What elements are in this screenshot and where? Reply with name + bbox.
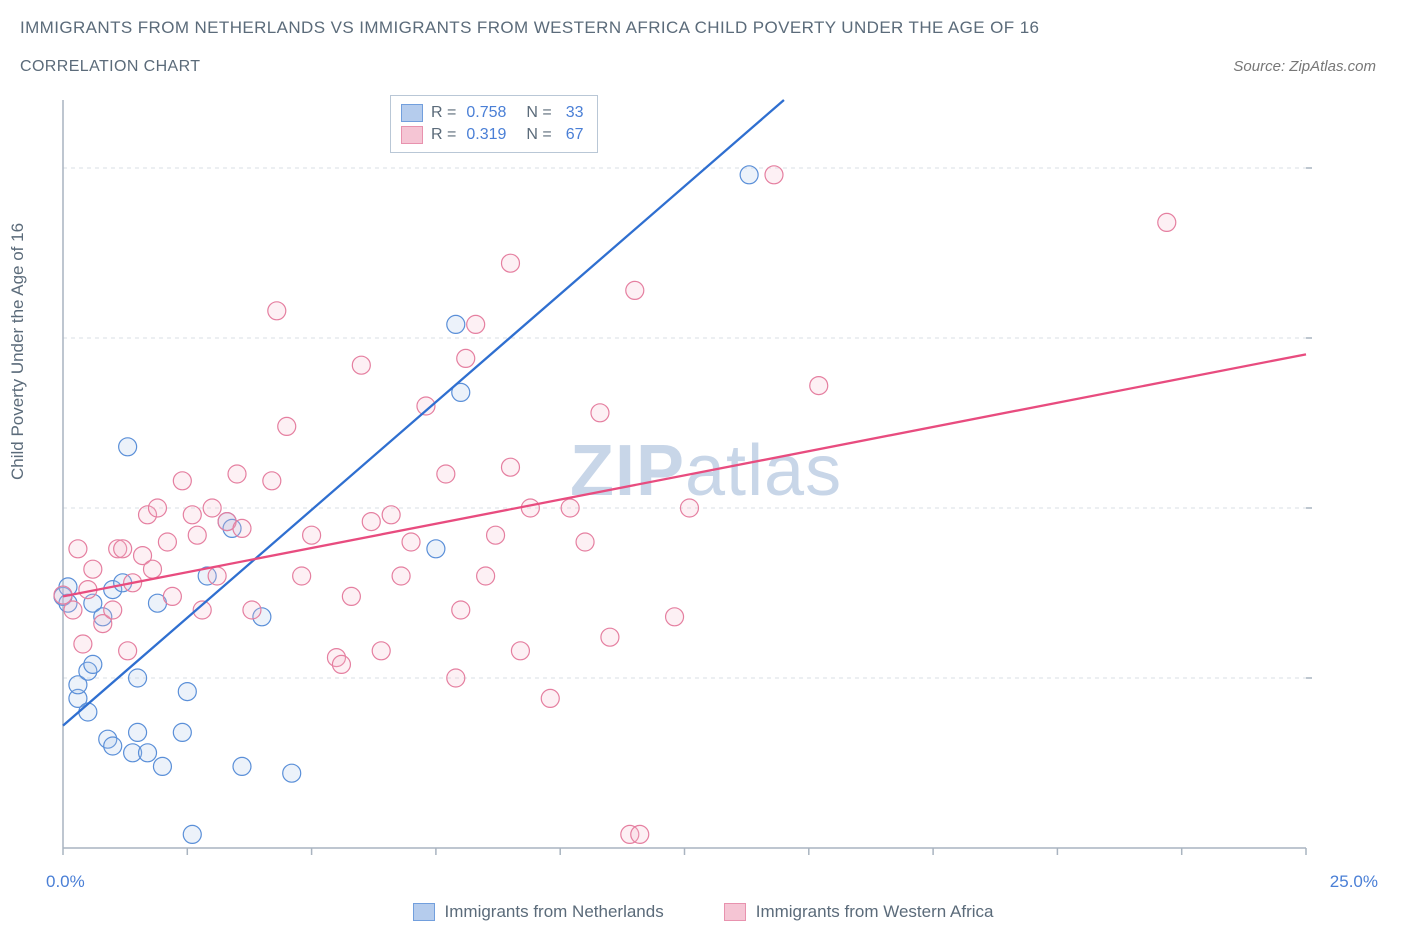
legend-r-label: R = (431, 102, 456, 124)
legend-swatch-1 (401, 126, 423, 144)
legend-n-value-0: 33 (566, 102, 584, 124)
x-tick-25: 25.0% (1330, 872, 1378, 892)
chart-title: IMMIGRANTS FROM NETHERLANDS VS IMMIGRANT… (20, 18, 1039, 38)
x-legend-swatch-1 (724, 903, 746, 921)
source-attribution: Source: ZipAtlas.com (1233, 58, 1376, 75)
scatter-points (54, 166, 1176, 844)
legend-n-value-1: 67 (566, 124, 584, 146)
x-tick-0: 0.0% (46, 872, 85, 892)
legend-n-label: N = (526, 124, 551, 146)
chart-subtitle: CORRELATION CHART (20, 58, 200, 76)
legend-r-value-1: 0.319 (466, 124, 518, 146)
x-legend-item-0: Immigrants from Netherlands (413, 902, 664, 922)
x-axis-legend: Immigrants from Netherlands Immigrants f… (0, 902, 1406, 922)
scatter-plot (53, 95, 1316, 860)
x-legend-item-1: Immigrants from Western Africa (724, 902, 994, 922)
legend-row-series-1: R = 0.319 N = 67 (401, 124, 583, 146)
x-legend-label-1: Immigrants from Western Africa (756, 902, 994, 922)
legend-row-series-0: R = 0.758 N = 33 (401, 102, 583, 124)
x-legend-swatch-0 (413, 903, 435, 921)
legend-r-label: R = (431, 124, 456, 146)
legend-n-label: N = (526, 102, 551, 124)
source-prefix: Source: (1233, 58, 1289, 75)
correlation-legend: R = 0.758 N = 33 R = 0.319 N = 67 (390, 95, 598, 153)
source-name: ZipAtlas.com (1289, 58, 1376, 75)
x-legend-label-0: Immigrants from Netherlands (445, 902, 664, 922)
legend-swatch-0 (401, 104, 423, 122)
y-axis-label: Child Poverty Under the Age of 16 (8, 223, 28, 480)
legend-r-value-0: 0.758 (466, 102, 518, 124)
